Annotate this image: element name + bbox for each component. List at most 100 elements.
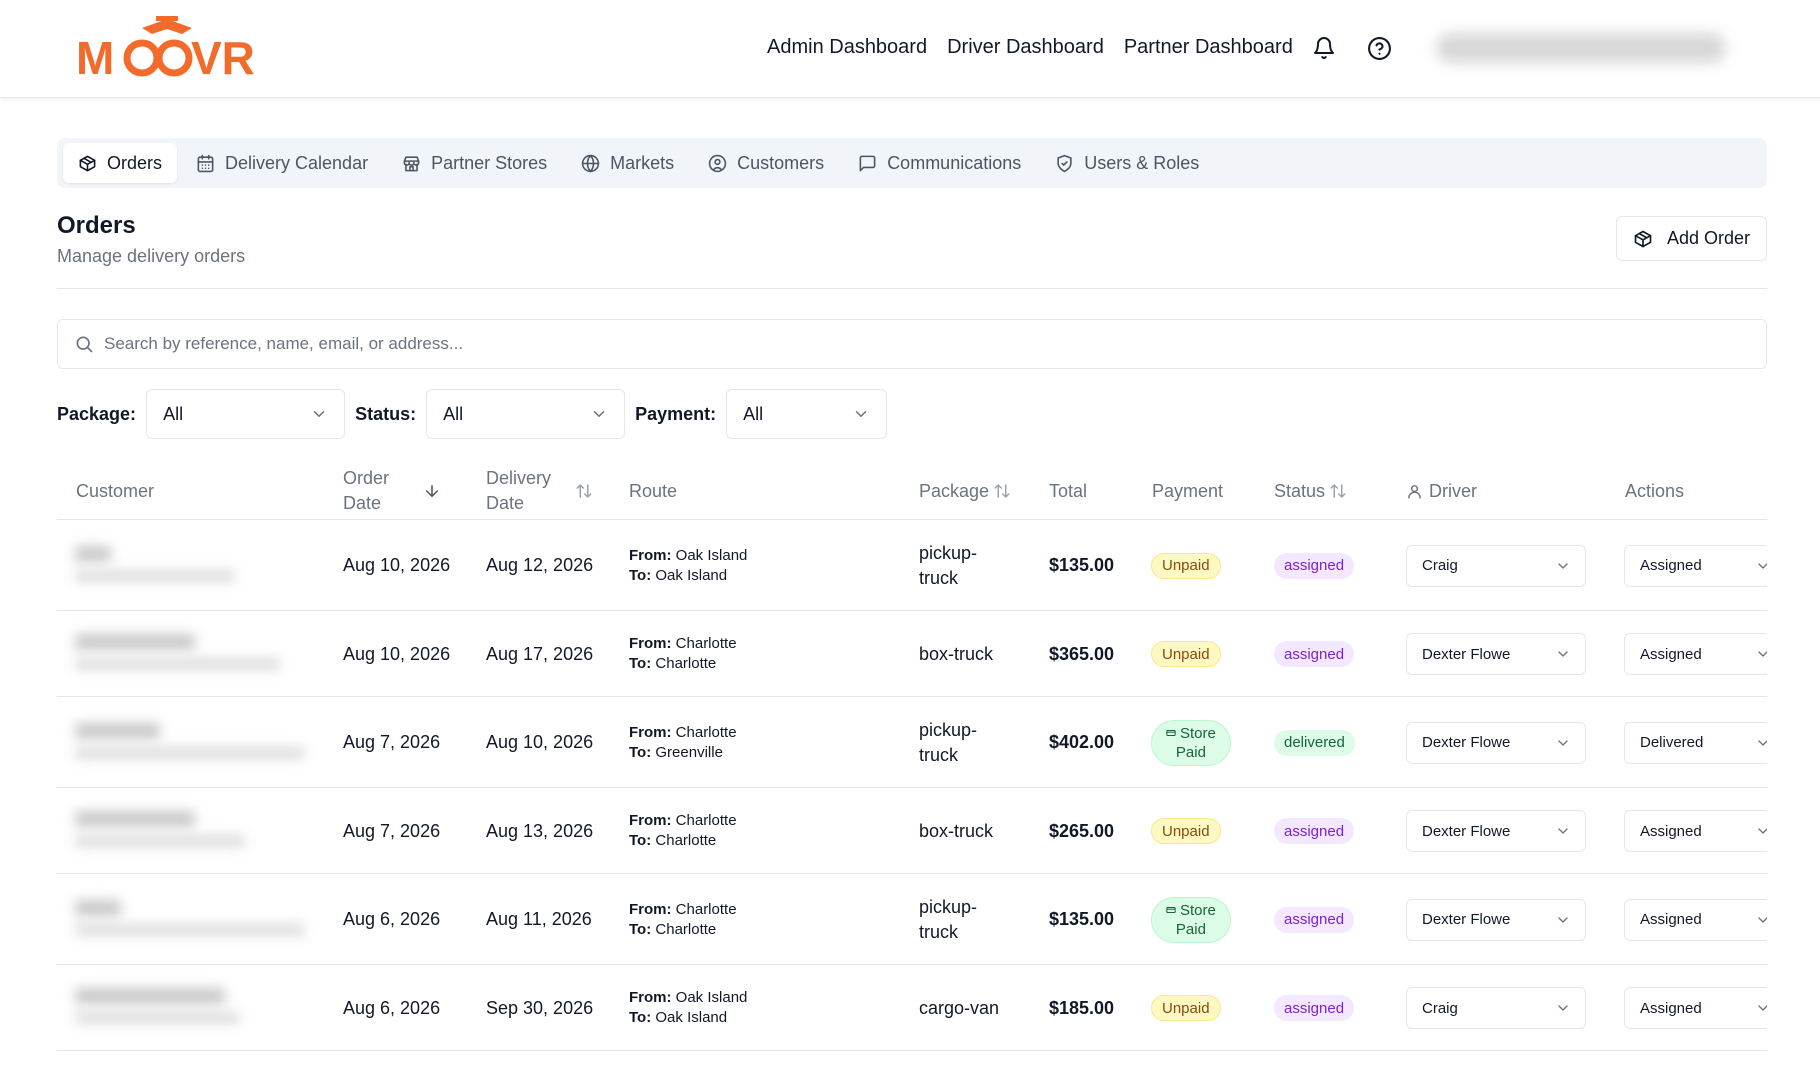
delivery-date: Aug 11, 2026	[486, 909, 592, 929]
search-bar	[57, 319, 1767, 369]
route-to-label: To:	[629, 832, 652, 849]
package-filter-label: Package:	[57, 403, 137, 424]
status-filter-select[interactable]: All	[426, 389, 626, 439]
driver-select[interactable]: Craig	[1406, 987, 1586, 1029]
payment-filter-select[interactable]: All	[726, 389, 888, 439]
action-select[interactable]: Assigned	[1624, 987, 1767, 1029]
order-total: $135.00	[1049, 909, 1115, 929]
card-icon	[1166, 729, 1176, 737]
route-to: Charlotte	[655, 920, 717, 938]
action-select[interactable]: Assigned	[1624, 898, 1767, 941]
top-header: M VR Admin Dashboard Driver Dashboard Pa…	[0, 0, 1820, 98]
header-delivery-date[interactable]: Delivery Date	[486, 462, 593, 520]
tab-markets[interactable]: Markets	[566, 143, 689, 183]
actions: Assigned	[1624, 788, 1767, 874]
header-status-label: Status	[1274, 480, 1326, 501]
status: delivered	[1274, 697, 1355, 788]
tab-customers[interactable]: Customers	[693, 143, 839, 183]
chevron-down-icon	[1558, 562, 1568, 569]
action-value: Delivered	[1640, 734, 1704, 751]
driver-select[interactable]: Dexter Flowe	[1406, 633, 1586, 675]
table-row[interactable]: Aug 10, 2026 Aug 17, 2026 From: Charlotte T…	[57, 611, 1767, 697]
package-filter-select[interactable]: All	[146, 389, 346, 439]
driver-value: Craig	[1422, 999, 1458, 1017]
search-input[interactable]	[104, 334, 1766, 354]
moovr-logo[interactable]: M VR	[76, 16, 258, 82]
order-total: $365.00	[1049, 643, 1115, 664]
header-driver: Driver	[1406, 462, 1477, 520]
user-icon	[1408, 484, 1421, 499]
action-select[interactable]: Assigned	[1624, 810, 1767, 852]
tab-label: Markets	[610, 152, 675, 173]
status-badge: assigned	[1274, 641, 1355, 667]
top-nav: Admin Dashboard Driver Dashboard Partner…	[767, 36, 1293, 59]
driver-select[interactable]: Craig	[1406, 544, 1586, 587]
delivery-date: Sep 30, 2026	[486, 997, 594, 1018]
payment-badge: Store Paid	[1151, 719, 1231, 766]
header-order-date[interactable]: Order Date	[343, 462, 441, 520]
header-delivery-date-line2: Date	[486, 493, 525, 513]
tab-communications[interactable]: Communications	[843, 143, 1036, 183]
action-select[interactable]: Assigned	[1624, 544, 1767, 587]
route: From: Charlotte To: Charlotte	[629, 874, 737, 965]
package-line2: truck	[919, 567, 959, 588]
package-line1: pickup-	[919, 542, 978, 563]
package-icon	[79, 155, 96, 171]
route-to: Oak Island	[655, 1009, 728, 1026]
package-line1: pickup-	[919, 896, 978, 917]
package-icon	[1634, 230, 1652, 247]
chevron-down-icon	[1558, 1005, 1568, 1011]
table-row[interactable]: Aug 10, 2026 Aug 12, 2026 From: Oak Island…	[57, 520, 1767, 611]
payment: Unpaid	[1151, 788, 1221, 874]
table-row[interactable]: Aug 7, 2026 Aug 13, 2026 From: Charlotte To…	[57, 788, 1767, 874]
driver-select[interactable]: Dexter Flowe	[1406, 898, 1586, 941]
driver-select[interactable]: Dexter Flowe	[1406, 721, 1586, 764]
add-order-button[interactable]: Add Order	[1616, 216, 1767, 261]
table-row[interactable]: Aug 6, 2026 Sep 30, 2026 From: Oak Island T…	[57, 965, 1767, 1051]
user-menu[interactable]	[1436, 33, 1726, 63]
header-package-label: Package	[919, 480, 990, 501]
bell-icon[interactable]	[1310, 34, 1338, 62]
svg-text:M: M	[76, 32, 114, 82]
package: box-truck	[919, 611, 993, 697]
header-customer: Customer	[76, 480, 155, 501]
header-status[interactable]: Status	[1274, 462, 1347, 520]
package-line2: truck	[919, 744, 959, 765]
tab-partner-stores[interactable]: Partner Stores	[387, 143, 562, 183]
driver: Dexter Flowe	[1406, 611, 1586, 697]
tab-orders[interactable]: Orders	[63, 143, 178, 183]
table-row[interactable]: Aug 6, 2026 Aug 11, 2026 From: Charlotte To…	[57, 874, 1767, 965]
header-payment: Payment	[1152, 480, 1224, 501]
route: From: Charlotte To: Charlotte	[629, 788, 737, 874]
order-date: Aug 7, 2026	[343, 732, 441, 752]
tab-label: Delivery Calendar	[225, 152, 369, 173]
sort-icon	[1329, 482, 1347, 500]
route: From: Oak Island To: Oak Island	[629, 965, 747, 1051]
driver-select[interactable]: Dexter Flowe	[1406, 810, 1586, 852]
customer-email	[75, 658, 280, 670]
header-package[interactable]: Package	[919, 462, 1011, 520]
action-select[interactable]: Assigned	[1624, 633, 1767, 675]
admin-dashboard-link[interactable]: Admin Dashboard	[767, 36, 928, 58]
payment-badge: Unpaid	[1151, 818, 1221, 844]
chevron-down-icon	[1758, 562, 1767, 569]
user-circle-icon	[708, 154, 727, 172]
action-value: Assigned	[1640, 999, 1702, 1017]
delivery-date: Aug 12, 2026	[486, 555, 594, 575]
payment-badge: Unpaid	[1151, 641, 1221, 667]
tab-users-roles[interactable]: Users & Roles	[1040, 143, 1214, 183]
add-order-label: Add Order	[1666, 228, 1751, 248]
partner-dashboard-link[interactable]: Partner Dashboard	[1123, 36, 1293, 58]
help-circle-icon[interactable]	[1365, 34, 1393, 62]
route-to: Charlotte	[655, 655, 717, 672]
driver: Dexter Flowe	[1406, 874, 1586, 965]
table-row[interactable]: Aug 7, 2026 Aug 10, 2026 From: Charlotte To…	[57, 697, 1767, 788]
page-title: Orders	[57, 212, 136, 239]
status-badge: assigned	[1274, 818, 1355, 844]
action-select[interactable]: Delivered	[1624, 721, 1767, 764]
tab-delivery-calendar[interactable]: Delivery Calendar	[181, 143, 383, 183]
message-square-icon	[859, 155, 876, 171]
chevron-down-icon	[1758, 916, 1767, 923]
driver-dashboard-link[interactable]: Driver Dashboard	[947, 36, 1104, 58]
payment: Store Paid	[1151, 874, 1231, 965]
